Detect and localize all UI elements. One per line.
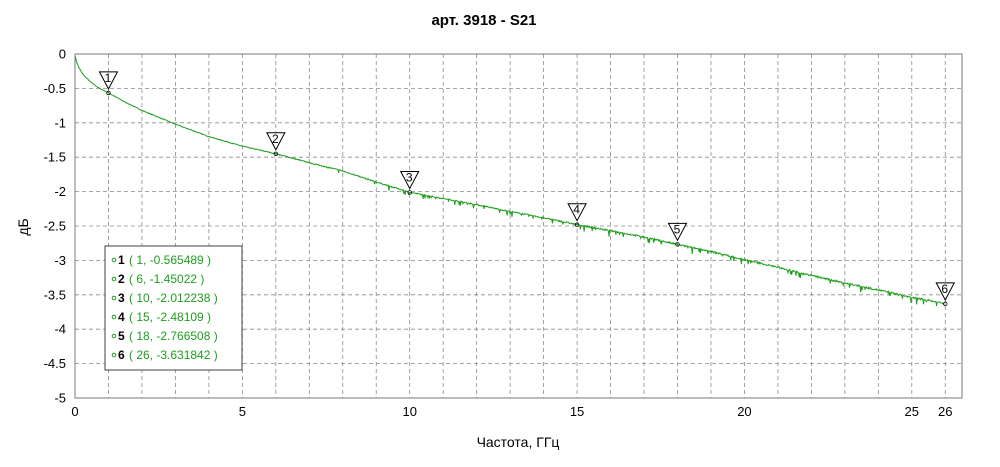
marker-triangle bbox=[265, 132, 286, 151]
s21-trace bbox=[74, 55, 946, 306]
y-axis-label: дБ bbox=[15, 218, 31, 235]
marker-number: 3 bbox=[406, 170, 413, 184]
series-layer bbox=[74, 55, 946, 306]
marker-point bbox=[675, 242, 680, 247]
legend-marker-icon bbox=[111, 333, 117, 339]
y-tick-label: -4.5 bbox=[44, 356, 66, 371]
marker-point bbox=[273, 151, 279, 156]
legend-marker-id: 2 bbox=[118, 272, 125, 286]
legend-marker-value: ( 1, -0.565489 ) bbox=[129, 253, 211, 267]
marker-triangle bbox=[567, 203, 587, 222]
marker-triangle bbox=[935, 282, 956, 301]
y-tick-label: 0 bbox=[59, 47, 66, 62]
x-tick-label: 10 bbox=[402, 404, 416, 419]
x-axis-label: Частота, ГГц bbox=[477, 434, 560, 450]
legend-marker-id: 4 bbox=[118, 310, 125, 324]
x-tick-label: 26 bbox=[938, 404, 952, 419]
legend-marker-icon bbox=[111, 276, 117, 282]
legend-marker-icon bbox=[111, 257, 117, 263]
legend-marker-id: 3 bbox=[118, 291, 125, 305]
y-tick-label: -5 bbox=[54, 391, 66, 406]
marker-number: 1 bbox=[105, 71, 112, 85]
y-tick-label: -2.5 bbox=[44, 219, 66, 234]
y-tick-label: -3.5 bbox=[44, 287, 66, 302]
marker-point bbox=[943, 301, 948, 307]
legend-marker-icon bbox=[111, 352, 117, 358]
marker-number: 4 bbox=[573, 203, 580, 217]
y-tick-label: -4 bbox=[54, 322, 66, 337]
marker-point bbox=[106, 90, 111, 96]
x-tick-label: 20 bbox=[737, 404, 751, 419]
plot-frame bbox=[74, 53, 963, 399]
x-tick-label: 5 bbox=[239, 404, 246, 419]
legend-marker-value: ( 26, -3.631842 ) bbox=[129, 348, 218, 362]
y-tick-label: -3 bbox=[54, 253, 66, 268]
y-axis-ticks: 0 -0.5 -1 -1.5 -2 -2.5 -3 -3.5 -4 -4.5 -5 bbox=[44, 47, 66, 406]
legend-marker-id: 1 bbox=[118, 253, 125, 267]
legend-marker-id: 5 bbox=[118, 329, 125, 343]
legend-marker-icon bbox=[111, 295, 117, 301]
y-tick-label: -1.5 bbox=[44, 150, 66, 165]
marker-triangle bbox=[667, 222, 688, 242]
x-tick-label: 15 bbox=[570, 404, 584, 419]
legend-marker-value: ( 6, -1.45022 ) bbox=[129, 272, 204, 286]
legend-marker-id: 6 bbox=[118, 348, 125, 362]
marker-point bbox=[574, 222, 580, 227]
y-tick-label: -0.5 bbox=[44, 81, 66, 96]
marker-number: 5 bbox=[674, 222, 681, 236]
x-axis-ticks: 0 5 10 15 20 25 26 bbox=[71, 404, 952, 419]
marker-point bbox=[407, 190, 412, 195]
legend: 1 ( 1, -0.565489 ) 2 ( 6, -1.45022 ) 3 ( 10, … bbox=[104, 245, 243, 371]
legend-marker-value: ( 15, -2.48109 ) bbox=[129, 310, 211, 324]
y-tick-label: -1 bbox=[54, 115, 66, 130]
legend-box bbox=[104, 245, 243, 371]
legend-marker-value: ( 18, -2.766508 ) bbox=[129, 329, 218, 343]
x-tick-label: 25 bbox=[905, 404, 919, 419]
x-tick-label: 0 bbox=[71, 404, 78, 419]
legend-marker-value: ( 10, -2.012238 ) bbox=[129, 291, 218, 305]
markers: 1 2 3 4 5 6 bbox=[98, 71, 956, 307]
chart-title: арт. 3918 - S21 bbox=[431, 12, 536, 29]
legend-marker-icon bbox=[111, 314, 117, 320]
marker-number: 6 bbox=[941, 282, 948, 296]
marker-triangle bbox=[98, 71, 119, 90]
y-tick-label: -2 bbox=[54, 184, 66, 199]
marker-number: 2 bbox=[272, 132, 279, 146]
marker-triangle bbox=[399, 170, 420, 190]
